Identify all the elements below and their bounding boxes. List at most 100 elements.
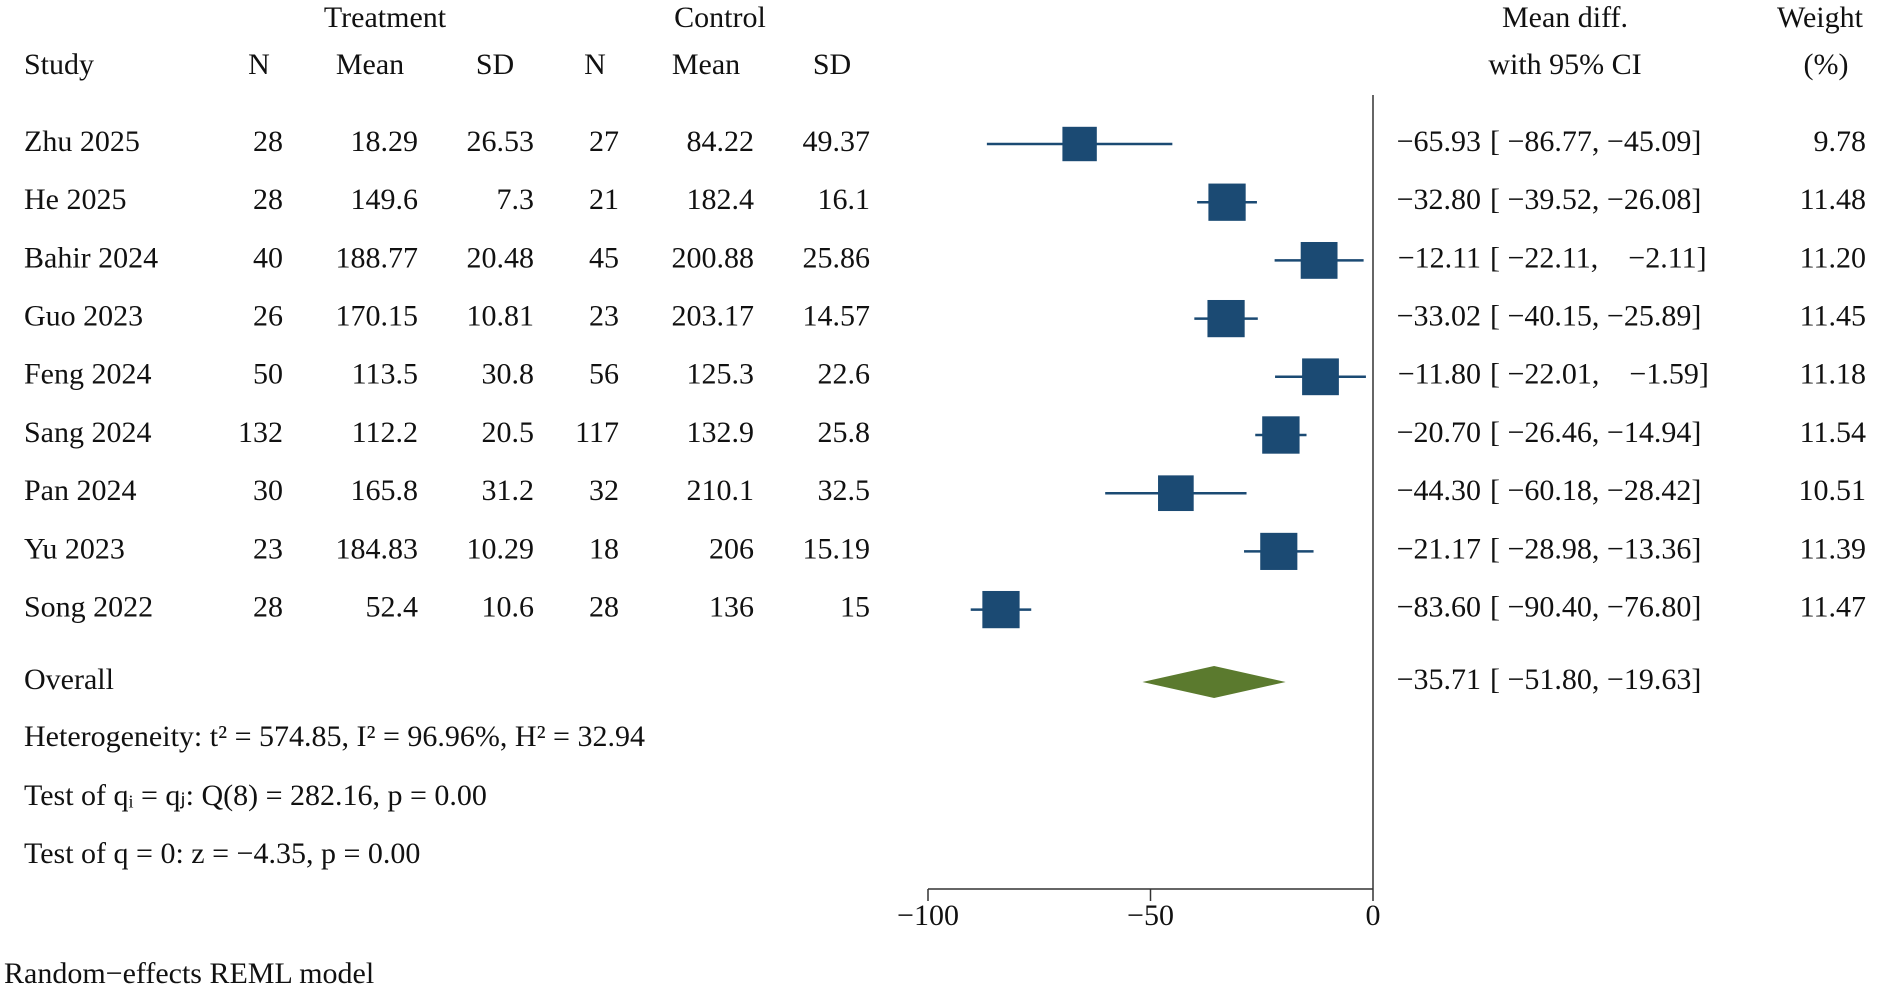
- table-cell: 56: [589, 358, 619, 391]
- table-cell: 49.37: [803, 125, 871, 158]
- weight-label: 11.18: [1800, 358, 1866, 391]
- weight-label: 9.78: [1814, 125, 1867, 158]
- x-tick-label: −100: [897, 899, 959, 932]
- study-name: He 2025: [24, 183, 126, 216]
- effect-marker: [1262, 416, 1300, 454]
- header: Mean: [672, 48, 740, 81]
- table-cell: 30: [253, 474, 283, 507]
- table-cell: 210.1: [687, 474, 755, 507]
- weight-label: 11.47: [1800, 590, 1866, 623]
- table-cell: 26: [253, 299, 283, 332]
- header: Treatment: [324, 1, 447, 34]
- table-cell: 26.53: [467, 125, 535, 158]
- header: Mean diff.: [1502, 1, 1628, 34]
- overall-name: Overall: [24, 663, 114, 696]
- table-cell: 28: [253, 183, 283, 216]
- table-cell: 10.29: [467, 532, 535, 565]
- table-cell: 149.6: [351, 183, 419, 216]
- table-cell: 31.2: [482, 474, 535, 507]
- effect-marker: [1260, 532, 1298, 570]
- table-cell: 45: [589, 241, 619, 274]
- effect-label: −35.71: [1397, 663, 1481, 696]
- table-cell: 32.5: [818, 474, 871, 507]
- table-cell: 7.3: [497, 183, 535, 216]
- header: (%): [1804, 48, 1849, 81]
- effect-marker: [1158, 475, 1194, 512]
- weight-label: 11.54: [1800, 416, 1866, 449]
- effect-label: −65.93: [1397, 125, 1481, 158]
- overall-diamond: [1142, 666, 1286, 698]
- table-cell: 113.5: [352, 358, 418, 391]
- table-cell: 50: [253, 358, 283, 391]
- study-name: Pan 2024: [24, 474, 137, 507]
- weight-label: 10.51: [1799, 474, 1867, 507]
- header: Weight: [1777, 1, 1864, 34]
- effect-label: −11.80: [1398, 358, 1481, 391]
- ci-label: [ −26.46, −14.94]: [1490, 416, 1701, 449]
- effect-label: −21.17: [1397, 532, 1481, 565]
- effect-label: −44.30: [1397, 474, 1481, 507]
- header: with 95% CI: [1488, 48, 1641, 81]
- table-cell: 28: [253, 590, 283, 623]
- table-cell: 20.5: [482, 416, 535, 449]
- table-cell: 15.19: [803, 532, 871, 565]
- effect-marker: [1208, 183, 1246, 221]
- heterogeneity: Heterogeneity: t² = 574.85, I² = 96.96%,…: [24, 720, 645, 753]
- test: Test of q = 0: z = −4.35, p = 0.00: [24, 837, 420, 870]
- table-cell: 117: [575, 416, 619, 449]
- effect-marker: [1062, 126, 1097, 162]
- study-name: Yu 2023: [24, 532, 125, 565]
- ci-label: [ −22.11, −2.11]: [1490, 241, 1707, 274]
- table-cell: 203.17: [672, 299, 755, 332]
- effect-marker: [982, 590, 1020, 629]
- table-cell: 170.15: [336, 299, 419, 332]
- ci-label: [ −40.15, −25.89]: [1490, 299, 1701, 332]
- header: Study: [24, 48, 94, 81]
- table-cell: 206: [709, 532, 754, 565]
- study-name: Sang 2024: [24, 416, 152, 449]
- header: SD: [813, 48, 851, 81]
- table-cell: 52.4: [366, 590, 419, 623]
- effect-label: −12.11: [1398, 241, 1481, 274]
- test: Test of qᵢ = qⱼ: Q(8) = 282.16, p = 0.00: [24, 779, 487, 812]
- table-cell: 10.81: [467, 299, 535, 332]
- table-cell: 188.77: [336, 241, 419, 274]
- effect-marker: [1300, 241, 1338, 279]
- table-cell: 21: [589, 183, 619, 216]
- study-name: Zhu 2025: [24, 125, 140, 158]
- table-cell: 28: [253, 125, 283, 158]
- table-cell: 15: [840, 590, 870, 623]
- effect-label: −20.70: [1397, 416, 1481, 449]
- note: Random−effects REML model: [4, 957, 374, 990]
- study-name: Bahir 2024: [24, 241, 158, 274]
- effect-label: −32.80: [1397, 183, 1481, 216]
- table-cell: 32: [589, 474, 619, 507]
- table-cell: 112.2: [352, 416, 418, 449]
- ci-label: [ −28.98, −13.36]: [1490, 532, 1701, 565]
- study-name: Guo 2023: [24, 299, 143, 332]
- weight-label: 11.48: [1800, 183, 1866, 216]
- ci-label: [ −60.18, −28.42]: [1490, 474, 1701, 507]
- table-cell: 20.48: [467, 241, 535, 274]
- ci-label: [ −86.77, −45.09]: [1490, 125, 1701, 158]
- x-tick-label: −50: [1127, 899, 1174, 932]
- ci-label: [ −90.40, −76.80]: [1490, 590, 1701, 623]
- ci-label: [ −51.80, −19.63]: [1490, 663, 1701, 696]
- table-cell: 182.4: [687, 183, 755, 216]
- table-cell: 184.83: [336, 532, 419, 565]
- header: Control: [674, 1, 766, 34]
- table-cell: 40: [253, 241, 283, 274]
- table-cell: 18.29: [351, 125, 419, 158]
- effect-marker: [1207, 299, 1245, 338]
- effect-marker: [1302, 358, 1339, 396]
- table-cell: 23: [253, 532, 283, 565]
- table-cell: 136: [709, 590, 754, 623]
- table-cell: 16.1: [818, 183, 871, 216]
- table-cell: 84.22: [687, 125, 755, 158]
- table-cell: 30.8: [482, 358, 535, 391]
- effect-label: −33.02: [1397, 299, 1481, 332]
- ci-label: [ −22.01, −1.59]: [1490, 358, 1709, 391]
- weight-label: 11.20: [1800, 241, 1866, 274]
- header: N: [584, 48, 606, 81]
